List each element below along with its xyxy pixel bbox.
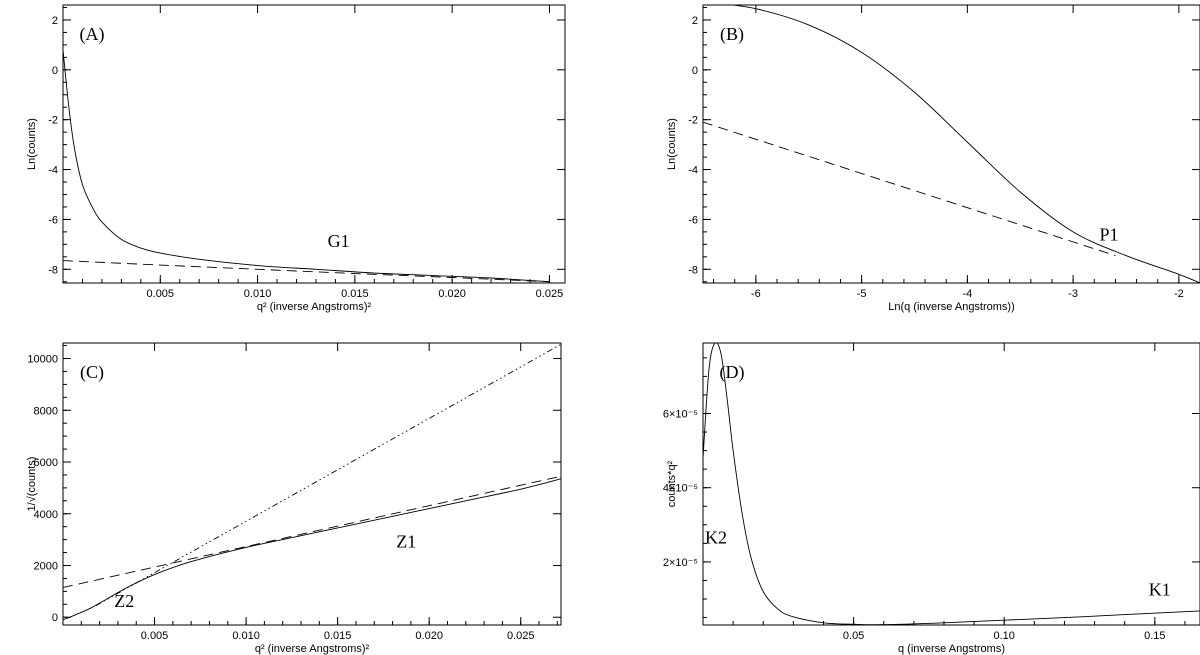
panel-d-annotation: K2 (705, 527, 727, 547)
panel-b-series-solid (730, 5, 1200, 283)
panel-d-series-solid (703, 343, 1200, 625)
panel-b-ytick-label: -4 (688, 165, 698, 177)
panel-b-xtick-label: -3 (1068, 288, 1078, 300)
panel-c-ytick-label: 6000 (34, 457, 58, 469)
panel-c-ytick-label: 0 (52, 612, 58, 624)
panel-c-xtick-label: 0.015 (324, 630, 352, 642)
panel-d-xtick-label: 0.10 (994, 630, 1015, 642)
panel-a-xtick-label: 0.005 (147, 288, 175, 300)
panel-b-ytick-label: 2 (692, 15, 698, 27)
panel-b-xlabel: Ln(q (inverse Angstroms)) (888, 301, 1015, 313)
panel-a-frame (62, 4, 566, 284)
panel-c-series-dashed (63, 475, 561, 588)
panel-b-ytick-label: -8 (688, 264, 698, 276)
panel-a: 0.005 0.010 0.015 0.020 0.025 -8 -6 -4 -2 0 2 q² (i… (26, 4, 566, 313)
panel-a-ylabel: Ln(counts) (26, 118, 38, 170)
panel-a-xlabel: q² (inverse Angstroms)² (257, 301, 372, 313)
panel-a-ytick-label: 2 (52, 15, 58, 27)
panel-d-annotation: K1 (1149, 579, 1171, 599)
panel-b-ylabel: Ln(counts) (666, 118, 678, 170)
panel-c-xtick-label: 0.025 (507, 630, 535, 642)
panel-c: 0.005 0.010 0.015 0.020 0.025 0 2000 4000 6000 80… (26, 342, 562, 655)
panel-a-ytick-label: 0 (52, 65, 58, 77)
panel-d-ytick-label: 2×10⁻⁵ (663, 557, 698, 569)
panel-d-ylabel: counts*q² (666, 460, 678, 507)
panel-a-ytick-label: -2 (48, 115, 58, 127)
panel-b-ytick-label: 0 (692, 65, 698, 77)
panel-c-annotation: Z1 (396, 531, 416, 551)
panel-d-ytick-label: 6×10⁻⁵ (663, 409, 698, 421)
panel-b-annotation: P1 (1100, 225, 1119, 245)
panel-b-xtick-label: -4 (962, 288, 972, 300)
panel-d-xlabel: q (inverse Angstroms) (898, 643, 1005, 655)
panel-d: 0.05 0.10 0.15 2×10⁻⁵ 4×10⁻⁵ 6×10⁻⁵ q (inverse… (663, 342, 1200, 655)
panel-c-ytick-label: 4000 (34, 509, 58, 521)
panel-c-xtick-label: 0.020 (415, 630, 443, 642)
panel-b-xtick-label: -2 (1174, 288, 1184, 300)
panel-c-ylabel: 1/√(counts) (26, 457, 38, 512)
panel-d-xtick-label: 0.15 (1144, 630, 1165, 642)
panel-a-tag: (A) (80, 24, 105, 45)
panel-a-xtick-label: 0.015 (341, 288, 369, 300)
panel-c-ytick-label: 10000 (27, 354, 58, 366)
panel-b-tag: (B) (720, 24, 744, 45)
panel-c-series-solid (63, 478, 561, 621)
panel-c-tag: (C) (80, 362, 104, 383)
panel-a-xtick-label: 0.010 (244, 288, 272, 300)
panel-a-xtick-label: 0.020 (438, 288, 466, 300)
panel-c-xtick-label: 0.010 (232, 630, 260, 642)
panel-a-annotation: G1 (328, 231, 350, 251)
panel-a-ytick-label: -8 (48, 264, 58, 276)
panel-c-series-dashdot (95, 343, 561, 606)
panel-b-ytick-label: -2 (688, 115, 698, 127)
panel-a-series-dashed (63, 260, 550, 283)
panel-c-ytick-label: 2000 (34, 560, 58, 572)
panel-b-series-dashed (703, 121, 1116, 256)
panel-b-ytick-label: -6 (688, 214, 698, 226)
panel-a-series-solid (63, 49, 550, 283)
panel-a-ytick-label: -6 (48, 214, 58, 226)
panel-a-xtick-label: 0.025 (536, 288, 564, 300)
panel-b: -6 -5 -4 -3 -2 -8 -6 -4 -2 0 2 Ln(q (inverse Angstr… (666, 4, 1200, 313)
panel-b-xtick-label: -6 (751, 288, 761, 300)
panel-c-ytick-label: 8000 (34, 405, 58, 417)
panel-d-xtick-label: 0.05 (843, 630, 864, 642)
panel-d-tag: (D) (720, 362, 745, 383)
panel-c-xlabel: q² (inverse Angstroms)² (255, 643, 370, 655)
panel-d-frame (702, 342, 1200, 626)
panel-b-xtick-label: -5 (857, 288, 867, 300)
panel-c-annotation: Z2 (114, 591, 134, 611)
panel-c-xtick-label: 0.005 (141, 630, 169, 642)
panel-c-frame (62, 342, 562, 626)
panel-b-frame (702, 4, 1200, 284)
panel-d-ytick-label: 4×10⁻⁵ (663, 483, 698, 495)
panel-a-ytick-label: -4 (48, 165, 58, 177)
